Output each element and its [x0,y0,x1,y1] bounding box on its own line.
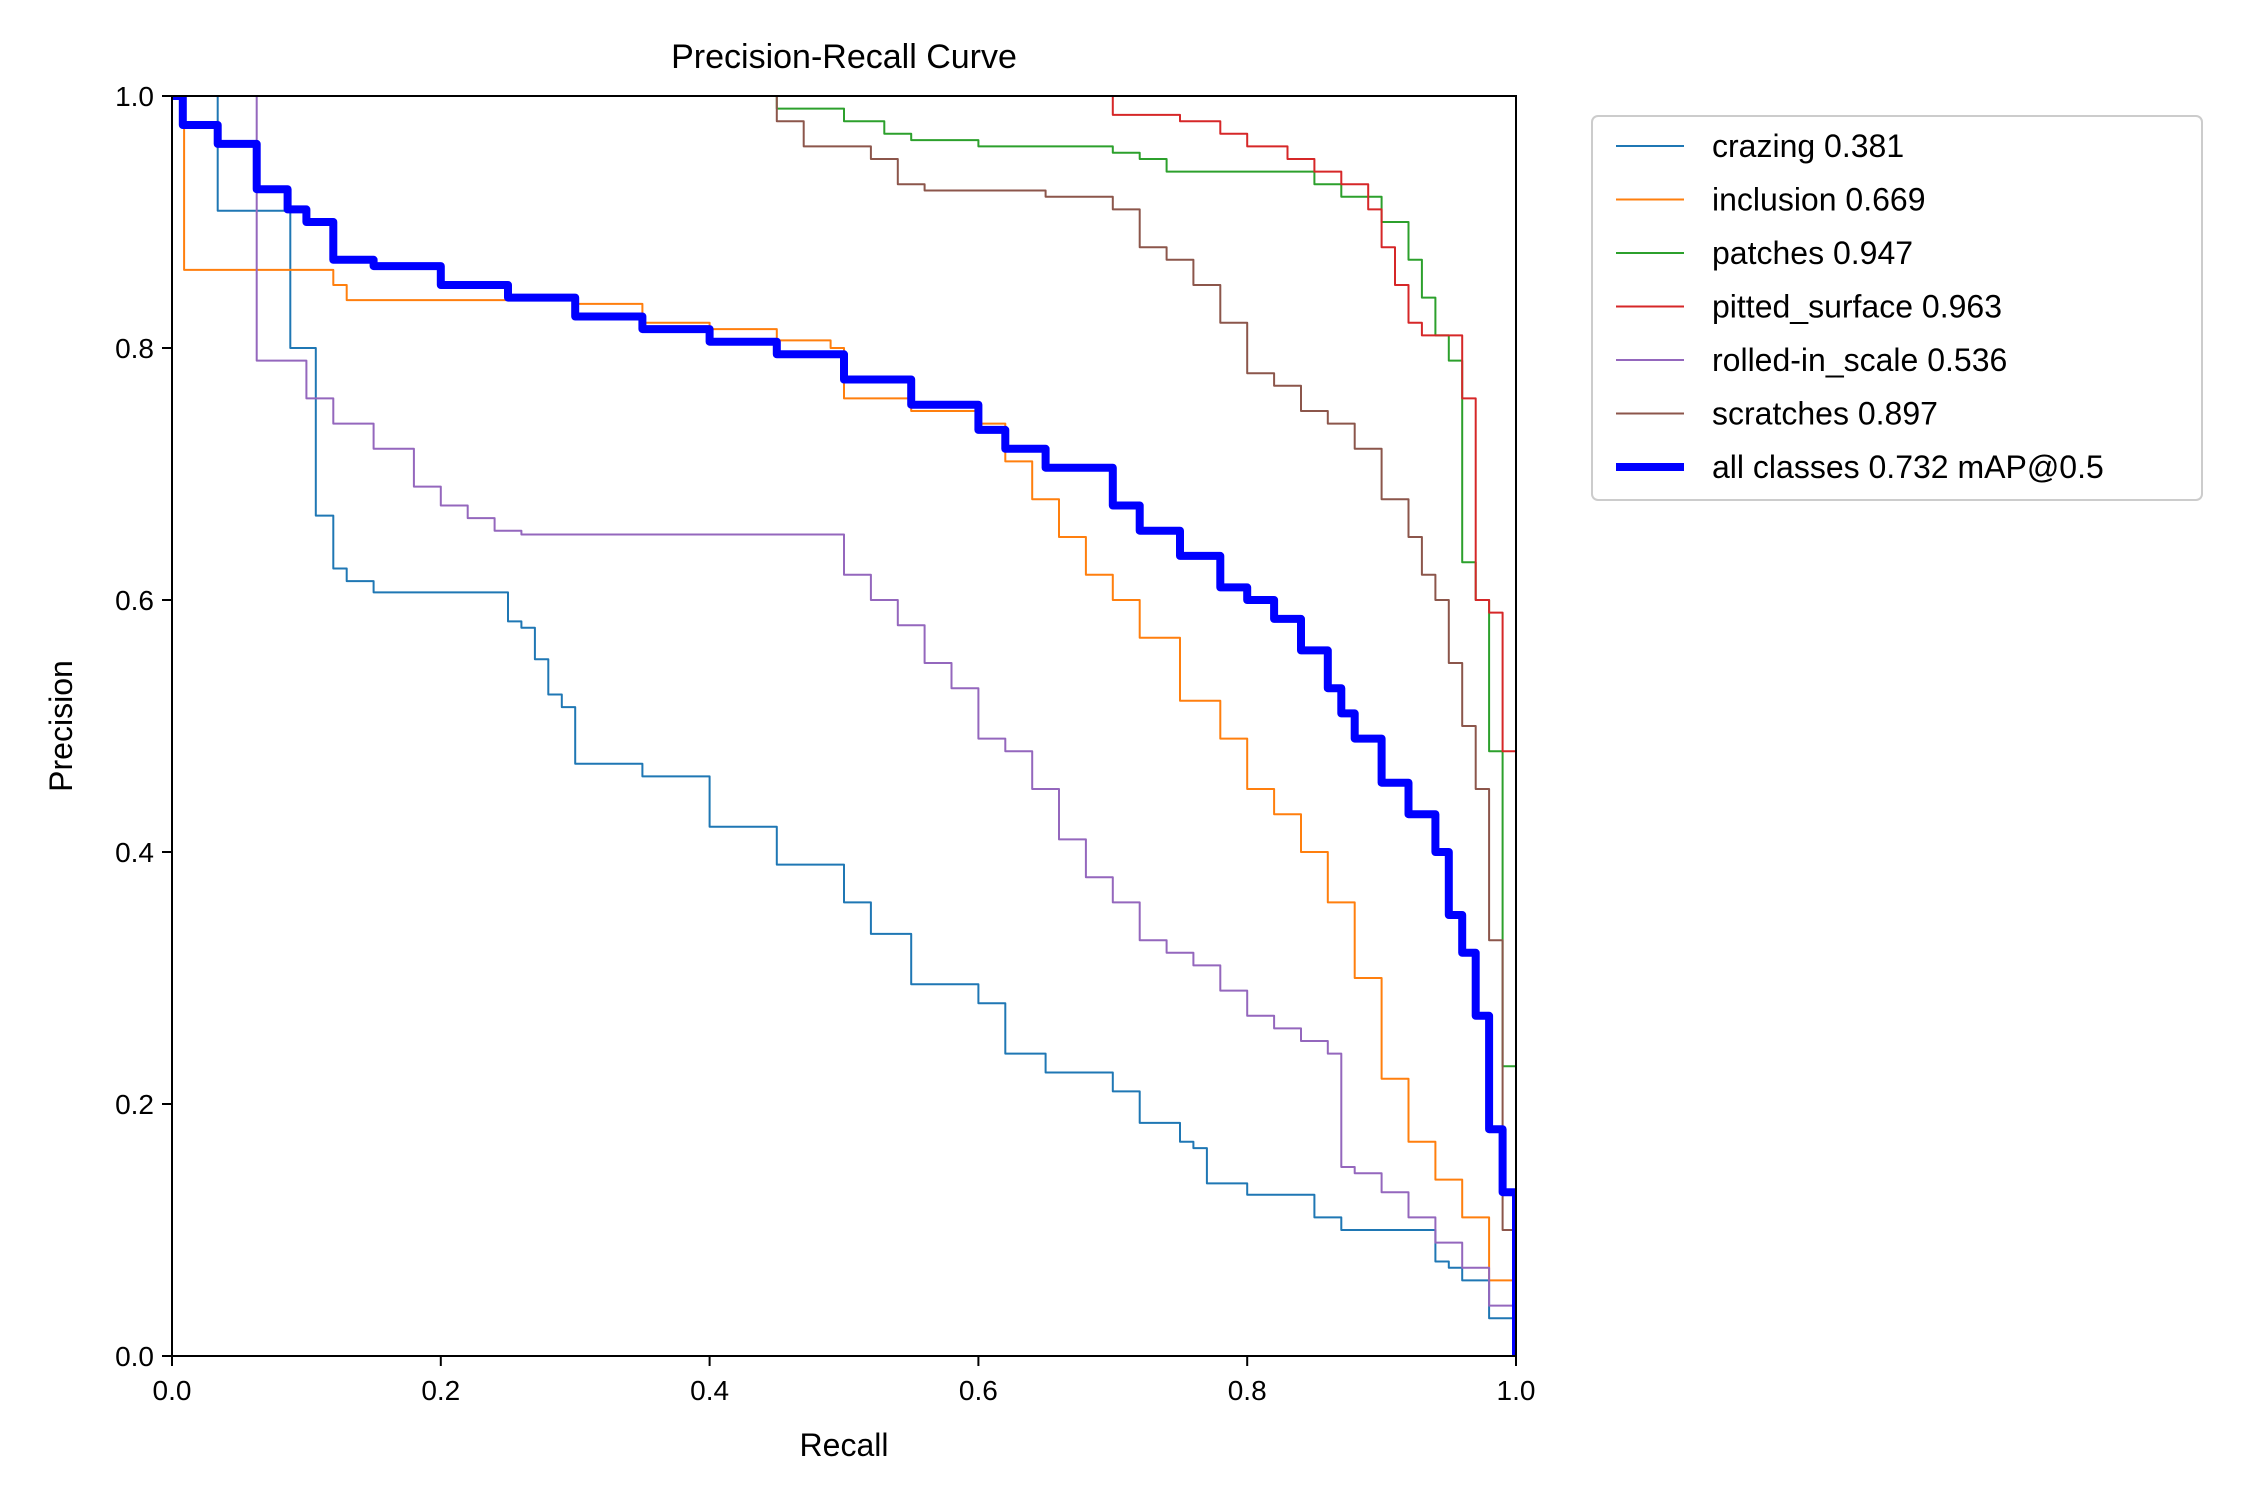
series-line-scratches [775,96,1516,1356]
y-tick-label: 0.6 [115,585,154,616]
plot-frame [171,95,1517,1357]
series-line-pitted-surface [1111,96,1516,1356]
legend-label: pitted_surface 0.963 [1712,289,2002,325]
legend-box [1591,115,2203,501]
y-tick-label: 0.2 [115,1089,154,1120]
series-line-crazing [172,96,1516,1356]
x-tick-label: 0.4 [690,1375,729,1406]
plot-area [171,95,1517,1357]
legend-label: inclusion 0.669 [1712,182,1925,218]
legend-label: crazing 0.381 [1712,128,1904,164]
y-tick-label: 0.0 [115,1341,154,1372]
y-tick-label: 0.8 [115,333,154,364]
x-tick-label: 0.0 [153,1375,192,1406]
legend-items: crazing 0.381 inclusion 0.669 patches 0.94… [1616,128,2104,485]
x-tick-label: 0.2 [421,1375,460,1406]
x-tick-label: 0.8 [1228,1375,1267,1406]
y-tick-label: 0.4 [115,837,154,868]
legend-label: scratches 0.897 [1712,396,1938,432]
y-axis-title: Precision [43,660,79,792]
y-tick-label: 1.0 [115,81,154,112]
legend-label: patches 0.947 [1712,235,1913,271]
x-axis-title: Recall [800,1427,889,1463]
legend-label: rolled-in_scale 0.536 [1712,342,2007,378]
legend-label: all classes 0.732 mAP@0.5 [1712,449,2104,485]
x-tick-label: 0.6 [959,1375,998,1406]
x-axis: 0.0 0.2 0.4 0.6 0.8 1.0 [153,1356,1536,1406]
y-axis: 0.0 0.2 0.4 0.6 0.8 1.0 [115,81,172,1372]
x-tick-label: 1.0 [1497,1375,1536,1406]
series-line-all [172,96,1516,1356]
series-line-rolled-in-scale [172,96,1516,1356]
chart-title: Precision-Recall Curve [671,38,1017,76]
series-layer [172,96,1516,1356]
legend: crazing 0.381 inclusion 0.669 patches 0.94… [1591,115,2203,501]
